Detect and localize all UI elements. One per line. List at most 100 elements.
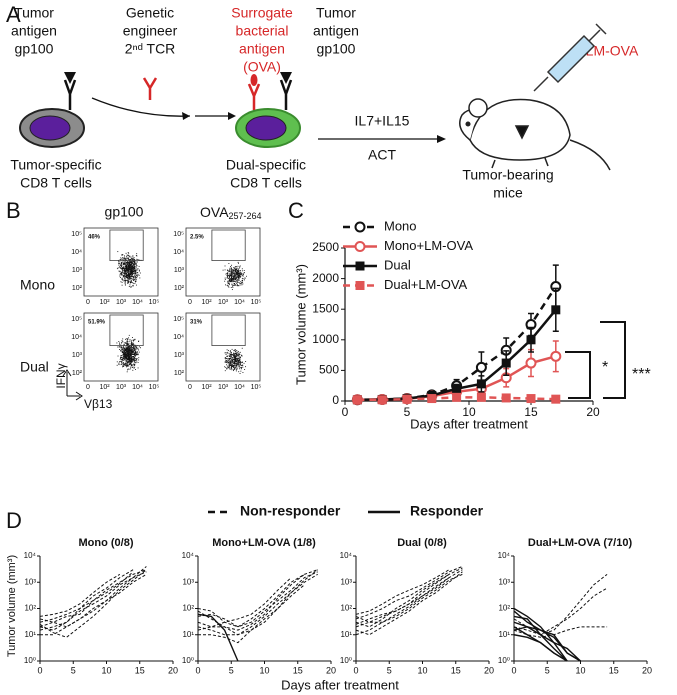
event-dot: [135, 347, 137, 349]
event-dot: [124, 364, 126, 366]
event-dot: [240, 276, 242, 278]
event-dot: [239, 283, 241, 284]
event-dot: [229, 365, 231, 367]
event-dot: [230, 356, 232, 358]
event-dot: [234, 279, 236, 280]
event-dot: [123, 280, 125, 282]
row-label: Mono: [20, 277, 55, 293]
event-dot: [119, 364, 121, 366]
event-dot: [234, 358, 235, 360]
event-dot: [227, 273, 229, 275]
event-dot: [226, 349, 228, 351]
event-dot: [130, 366, 132, 368]
event-dot: [125, 275, 127, 277]
event-dot: [129, 277, 131, 279]
x-tick-label: 15: [293, 665, 303, 675]
event-dot: [122, 263, 124, 265]
event-dot: [224, 265, 226, 267]
event-dot: [130, 353, 132, 355]
event-dot: [124, 271, 126, 273]
event-dot: [122, 353, 124, 355]
event-dot: [119, 261, 121, 263]
event-dot: [239, 266, 240, 268]
event-dot: [234, 367, 236, 369]
event-dot: [235, 355, 237, 357]
event-dot: [229, 367, 231, 369]
event-dot: [121, 258, 123, 260]
y-tick-label: 2500: [312, 240, 339, 254]
x-tick-label: 0: [37, 665, 42, 675]
event-dot: [231, 365, 233, 367]
event-dot: [138, 270, 140, 272]
event-dot: [226, 274, 228, 276]
event-dot: [127, 347, 129, 349]
label: Tumor-bearing: [462, 167, 553, 183]
event-dot: [131, 262, 133, 264]
column-label: OVA257-264: [200, 204, 262, 222]
event-dot: [133, 258, 135, 260]
label: antigen: [313, 23, 359, 39]
event-dot: [230, 360, 232, 362]
label: CD8 T cells: [230, 175, 302, 191]
panel-label: D: [6, 508, 22, 533]
event-dot: [228, 362, 230, 363]
event-dot: [125, 365, 127, 367]
event-dot: [131, 268, 132, 270]
event-dot: [124, 342, 126, 344]
event-dot: [132, 353, 134, 355]
x-tick-label: 5: [387, 665, 392, 675]
event-dot: [226, 362, 227, 364]
event-dot: [135, 276, 136, 277]
event-dot: [133, 343, 135, 345]
event-dot: [128, 262, 130, 264]
event-dot: [127, 347, 128, 349]
event-dot: [241, 366, 243, 368]
event-dot: [126, 361, 128, 363]
event-dot: [124, 353, 126, 355]
event-dot: [125, 262, 127, 264]
event-dot: [122, 356, 124, 358]
event-dot: [227, 272, 229, 274]
event-dot: [130, 368, 132, 370]
event-dot: [129, 348, 131, 350]
event-dot: [233, 271, 235, 273]
event-dot: [129, 258, 131, 260]
event-dot: [133, 363, 135, 365]
event-dot: [241, 277, 243, 279]
event-dot: [122, 357, 124, 359]
event-dot: [136, 277, 138, 279]
event-dot: [123, 346, 125, 348]
event-dot: [226, 273, 228, 274]
marker: [402, 394, 412, 404]
event-dot: [237, 353, 239, 355]
event-dot: [136, 276, 138, 277]
event-dot: [235, 275, 237, 277]
event-dot: [130, 361, 131, 363]
event-dot: [130, 272, 132, 274]
event-dot: [123, 263, 125, 265]
event-dot: [134, 266, 136, 268]
event-dot: [126, 349, 128, 351]
event-dot: [131, 359, 133, 361]
event-dot: [224, 358, 226, 360]
event-dot: [233, 366, 235, 368]
event-dot: [131, 271, 133, 272]
event-dot: [131, 269, 133, 271]
event-dot: [133, 274, 135, 276]
event-dot: [238, 273, 240, 275]
y-tick-label: 10²: [72, 370, 83, 377]
event-dot: [130, 280, 132, 282]
event-dot: [231, 360, 233, 362]
event-dot: [132, 359, 134, 360]
event-dot: [239, 366, 241, 368]
event-dot: [231, 268, 233, 270]
event-dot: [129, 361, 130, 363]
event-dot: [127, 349, 129, 351]
x-tick-label: 5: [404, 405, 411, 419]
event-dot: [133, 269, 135, 271]
event-dot: [128, 264, 130, 266]
event-dot: [130, 354, 132, 356]
event-dot: [230, 281, 232, 282]
event-dot: [237, 285, 239, 287]
tcr: [142, 77, 158, 100]
